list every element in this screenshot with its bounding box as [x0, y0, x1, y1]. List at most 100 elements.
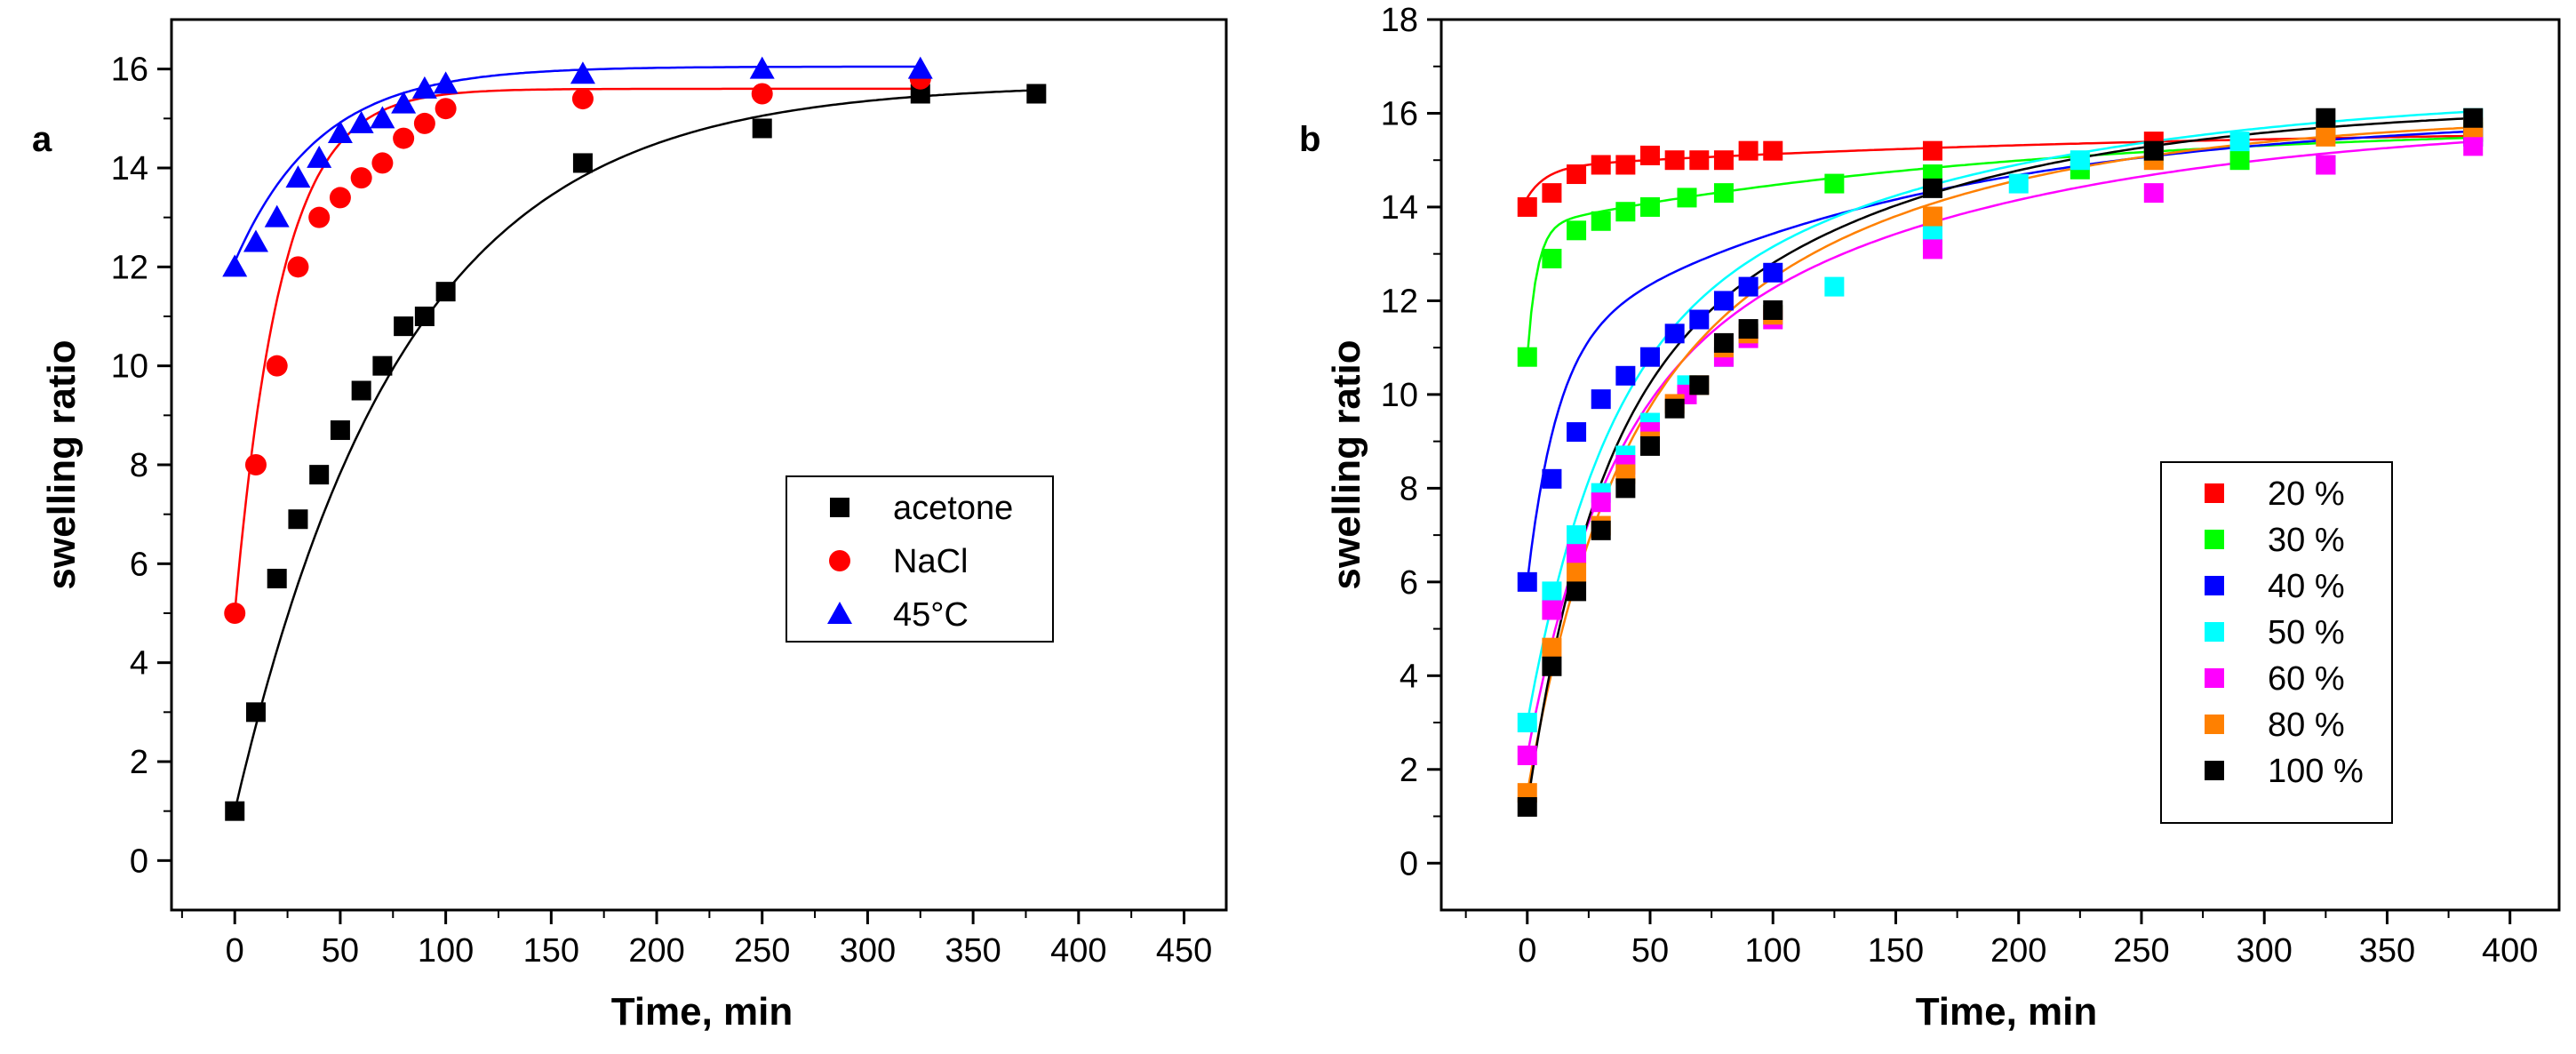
legend-marker — [2205, 483, 2224, 503]
x-tick-label: 100 — [1745, 932, 1801, 970]
data-point — [1738, 319, 1759, 339]
data-point — [222, 254, 248, 277]
data-point — [1542, 656, 1562, 676]
x-tick-label: 250 — [734, 932, 790, 970]
panel-label-a: a — [32, 120, 52, 159]
y-tick-label: 0 — [130, 842, 148, 880]
data-point — [1615, 155, 1636, 175]
x-tick-label: 400 — [2482, 932, 2538, 970]
data-point — [1591, 492, 1611, 513]
data-point — [1922, 178, 1942, 198]
legend-label: 80 % — [2268, 707, 2345, 744]
y-tick-label: 10 — [111, 348, 148, 386]
legend-label: 50 % — [2268, 614, 2345, 651]
data-point — [433, 71, 459, 94]
data-point — [2143, 183, 2164, 204]
data-point — [1640, 196, 1661, 217]
legend-marker — [830, 498, 849, 517]
data-point — [1763, 262, 1783, 283]
data-point — [1824, 276, 1845, 297]
data-point — [391, 91, 417, 114]
x-tick-label: 400 — [1050, 932, 1106, 970]
data-point — [1517, 571, 1537, 592]
data-point — [749, 56, 775, 79]
chart-panel-b: 0 50 100 150 200 250 300 350 400024681012141618 … — [1299, 2, 2561, 1034]
data-point — [1591, 520, 1611, 540]
fit-curve — [233, 89, 1037, 811]
x-tick-label: 300 — [2237, 932, 2293, 970]
data-point — [1713, 183, 1734, 204]
data-point — [2316, 155, 2336, 175]
data-point — [910, 84, 930, 104]
y-tick-label: 4 — [1400, 658, 1418, 695]
y-tick-label: 2 — [1400, 752, 1418, 789]
data-point — [413, 112, 435, 134]
legend-label: 30 % — [2268, 522, 2345, 559]
legend-a: acetone NaCl 45°C — [786, 475, 1054, 643]
data-point — [1640, 347, 1661, 367]
data-point — [1713, 150, 1734, 171]
legend-marker — [827, 602, 852, 624]
y-axis-title-b: swelling ratio — [1325, 339, 1368, 589]
chart-panel-a: 0 50 100 150 200 250 300 350 400 450 0 2 4 6 8 10 12 14 16… — [32, 18, 1228, 1034]
data-points-a — [222, 56, 1047, 821]
data-point — [2316, 108, 2336, 128]
data-point — [245, 702, 266, 723]
data-point — [1640, 145, 1661, 165]
fit-curves-a — [233, 65, 1037, 811]
data-point — [1567, 544, 1587, 564]
data-point — [2229, 150, 2250, 171]
x-tick-label: 50 — [322, 932, 359, 970]
x-tick-label: 150 — [1868, 932, 1924, 970]
panel-label-b: b — [1299, 120, 1320, 159]
y-tick-label: 2 — [130, 744, 148, 781]
data-point — [1591, 389, 1611, 410]
data-point — [370, 106, 395, 129]
data-point — [1664, 323, 1685, 344]
y-tick-label: 0 — [1400, 845, 1418, 882]
x-tick-label: 450 — [1156, 932, 1212, 970]
fit-curve — [1526, 116, 2474, 808]
data-point — [1615, 365, 1636, 386]
y-tick-label: 16 — [111, 52, 148, 89]
legend-label: 100 % — [2268, 753, 2364, 790]
data-point — [1738, 276, 1759, 297]
y-tick-label: 8 — [1400, 470, 1418, 507]
y-tick-label: 16 — [1381, 95, 1418, 132]
legend-marker — [2205, 576, 2224, 595]
data-point — [1517, 713, 1537, 733]
data-point — [1542, 248, 1562, 268]
y-tick-label: 14 — [1381, 189, 1418, 227]
axes-b: 0 50 100 150 200 250 300 350 400 0 2 4 6 8 10 12 14 16 18 — [1381, 2, 2539, 970]
data-point — [1567, 525, 1587, 546]
data-point — [572, 153, 593, 173]
y-tick-label: 6 — [1400, 564, 1418, 602]
data-point — [371, 152, 394, 174]
data-point — [570, 61, 595, 84]
data-point — [287, 256, 309, 278]
data-point — [1542, 183, 1562, 204]
y-tick-label: 12 — [1381, 283, 1418, 320]
y-tick-label: 10 — [1381, 377, 1418, 414]
data-point — [1677, 188, 1697, 208]
data-point — [244, 454, 267, 475]
data-point — [2316, 126, 2336, 147]
plot-frame-b — [1440, 18, 2561, 912]
data-point — [1567, 581, 1587, 602]
x-tick-label: 150 — [523, 932, 579, 970]
data-point — [1517, 745, 1537, 765]
data-points-b — [1517, 108, 2484, 817]
data-point — [288, 509, 308, 530]
data-point — [2463, 136, 2484, 156]
data-point — [1664, 150, 1685, 171]
data-point — [2229, 132, 2250, 152]
legend-marker — [2205, 530, 2224, 549]
data-point — [372, 355, 393, 376]
data-point — [2070, 150, 2090, 171]
data-point — [309, 465, 330, 485]
legend-box-b — [2160, 461, 2393, 824]
legend-label: 60 % — [2268, 660, 2345, 698]
y-tick-label: 12 — [111, 249, 148, 286]
x-tick-label: 100 — [418, 932, 474, 970]
data-point — [348, 110, 374, 133]
